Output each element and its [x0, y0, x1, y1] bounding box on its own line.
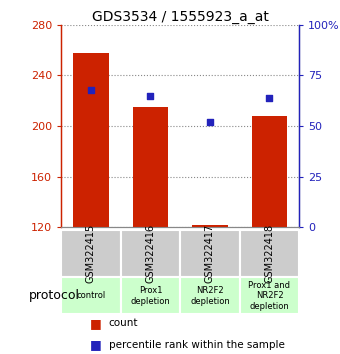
Bar: [73, 53, 109, 227]
Point: [207, 119, 213, 125]
Point: [148, 93, 153, 98]
Title: GDS3534 / 1555923_a_at: GDS3534 / 1555923_a_at: [92, 10, 269, 24]
Text: control: control: [76, 291, 106, 300]
Point: [88, 87, 94, 92]
Polygon shape: [240, 230, 299, 278]
Bar: [192, 225, 228, 227]
Polygon shape: [240, 278, 299, 314]
Polygon shape: [121, 230, 180, 278]
Polygon shape: [61, 278, 121, 314]
Text: protocol: protocol: [29, 289, 80, 302]
Polygon shape: [180, 230, 240, 278]
Polygon shape: [61, 230, 121, 278]
Text: percentile rank within the sample: percentile rank within the sample: [109, 340, 285, 350]
Text: Prox1 and
NR2F2
depletion: Prox1 and NR2F2 depletion: [249, 281, 290, 311]
Text: GSM322418: GSM322418: [265, 224, 274, 283]
Text: ■: ■: [90, 338, 102, 352]
Polygon shape: [180, 278, 240, 314]
Text: NR2F2
depletion: NR2F2 depletion: [190, 286, 230, 306]
Text: GSM322417: GSM322417: [205, 224, 215, 283]
Bar: [133, 107, 168, 227]
Bar: [252, 116, 287, 227]
Polygon shape: [121, 278, 180, 314]
Point: [267, 95, 272, 101]
Text: ■: ■: [90, 317, 102, 330]
Text: GSM322415: GSM322415: [86, 224, 96, 283]
Text: GSM322416: GSM322416: [146, 224, 155, 283]
Text: count: count: [109, 318, 138, 328]
Text: Prox1
depletion: Prox1 depletion: [131, 286, 170, 306]
